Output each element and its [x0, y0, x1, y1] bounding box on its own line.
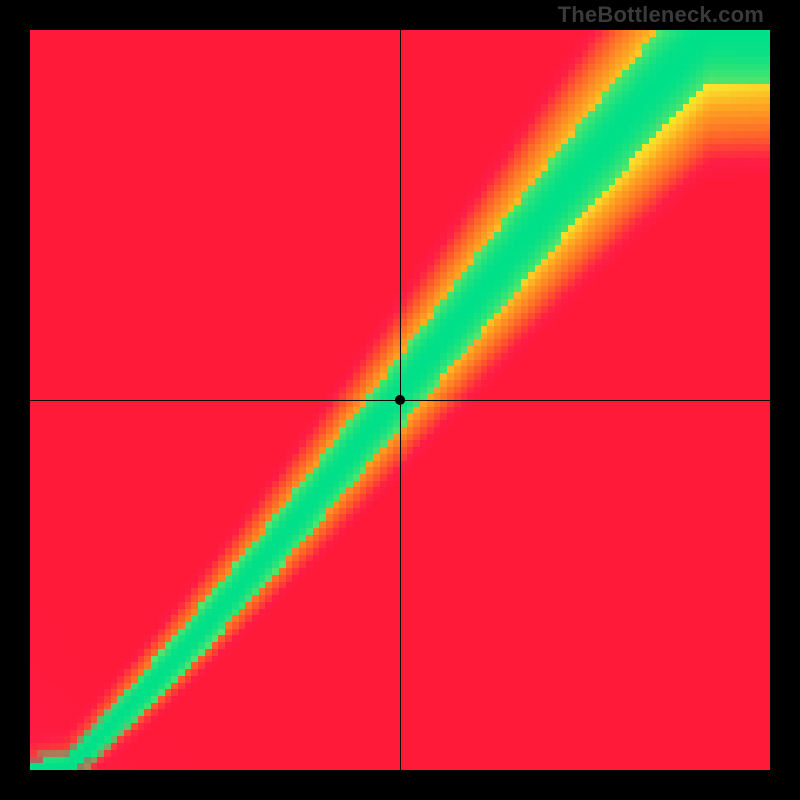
heatmap-canvas	[0, 0, 800, 800]
chart-container: TheBottleneck.com	[0, 0, 800, 800]
watermark-text: TheBottleneck.com	[558, 2, 764, 28]
